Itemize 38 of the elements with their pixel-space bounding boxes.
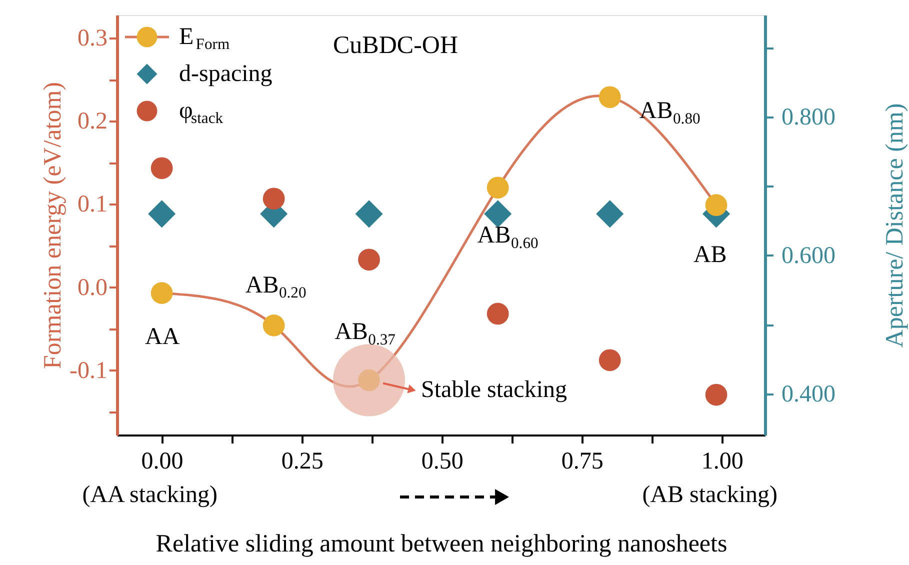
point: [598, 349, 621, 372]
annotation: Stable stacking: [421, 377, 567, 404]
point: [148, 200, 176, 228]
point: [358, 248, 380, 271]
point: [262, 188, 285, 210]
text: CuBDC-OH: [333, 32, 458, 59]
y-tick-label: 0.2: [78, 108, 108, 135]
x-tick-label: 0.50: [421, 448, 464, 474]
y2-tick-label: 0.800: [782, 104, 836, 130]
annotation: AB: [693, 242, 727, 268]
point: [598, 86, 621, 108]
point: [705, 194, 728, 216]
legend-label: d-spacing: [179, 61, 272, 87]
x-tick-label: 1.00: [701, 448, 744, 474]
y-tick-label: -0.1: [70, 358, 108, 384]
y-tick-label: 0.3: [78, 26, 108, 52]
y2-tick-label: 0.600: [782, 242, 836, 269]
x-tick-label: 0.75: [561, 448, 604, 474]
point: [355, 200, 383, 228]
point: [262, 314, 285, 336]
y-axis-title: Formation energy (eV/atom): [40, 82, 67, 369]
x-tick-label: 0.25: [281, 448, 324, 474]
point: [486, 176, 509, 199]
text: (AA stacking): [82, 482, 218, 508]
x-axis-title: Relative sliding amount between neighboring nanosheets: [156, 530, 728, 558]
point: [596, 200, 624, 228]
point: [150, 157, 173, 180]
text: (AB stacking): [642, 482, 778, 508]
y-tick-label: 0.1: [78, 192, 108, 218]
y2-axis-title: Aperture/ Distance (nm): [882, 103, 908, 348]
y-tick-label: 0.0: [78, 274, 108, 301]
point: [150, 282, 173, 304]
point: [486, 302, 509, 325]
y2-tick-label: 0.400: [782, 382, 836, 408]
x-tick-label: 0.00: [141, 448, 184, 474]
point: [705, 384, 728, 406]
point: [484, 200, 512, 228]
annotation: AA: [145, 324, 180, 350]
